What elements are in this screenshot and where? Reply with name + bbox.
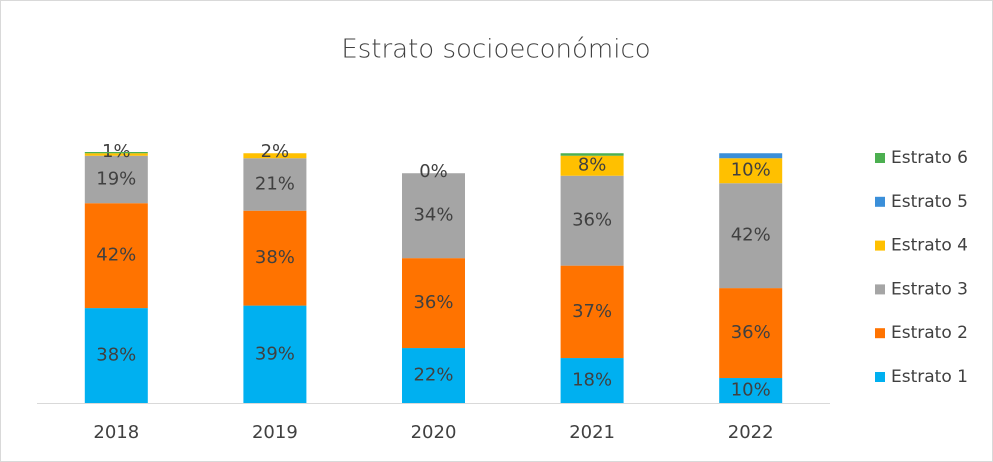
bar-segment xyxy=(243,305,307,403)
x-tick-label: 2018 xyxy=(93,422,139,443)
data-label: 8% xyxy=(578,155,607,176)
data-label: 18% xyxy=(572,370,612,391)
bar-segment xyxy=(719,288,783,379)
x-tick-label: 2020 xyxy=(411,422,457,443)
legend-swatch xyxy=(875,196,885,207)
legend-swatch xyxy=(875,328,885,339)
data-label: 42% xyxy=(731,225,771,246)
bar-segment xyxy=(719,153,783,159)
bar-segment xyxy=(560,175,624,266)
bar-segment xyxy=(402,173,465,259)
legend-swatch xyxy=(875,240,885,251)
bar-segment xyxy=(719,158,783,184)
data-label: 1% xyxy=(102,141,131,162)
bar-segment xyxy=(402,348,465,403)
legend-label: Estrato 4 xyxy=(891,236,968,256)
legend-label: Estrato 3 xyxy=(891,279,968,299)
bar-segment xyxy=(84,155,148,204)
legend-label: Estrato 6 xyxy=(891,148,968,168)
data-label: 36% xyxy=(731,322,771,343)
bar-segment xyxy=(560,358,624,403)
bar-segment xyxy=(560,153,624,156)
legend-label: Estrato 5 xyxy=(891,192,968,212)
bar-segment xyxy=(243,210,307,306)
data-label: 0% xyxy=(419,161,448,182)
data-label: 38% xyxy=(255,247,295,268)
data-label: 21% xyxy=(255,173,295,194)
chart-title: Estrato socioeconómico xyxy=(341,35,650,65)
data-label: 22% xyxy=(413,365,453,386)
data-label: 10% xyxy=(731,380,771,401)
data-label: 42% xyxy=(96,245,136,266)
data-label: 39% xyxy=(255,343,295,364)
bar-segment xyxy=(243,158,307,211)
data-label: 36% xyxy=(572,210,612,231)
data-label: 19% xyxy=(96,168,136,189)
bar-segment xyxy=(560,265,624,359)
bar-segment xyxy=(402,258,465,349)
bar-segment xyxy=(560,155,624,176)
legend-swatch xyxy=(875,372,885,382)
bar-segment xyxy=(243,153,307,159)
bar-segment xyxy=(84,153,148,156)
legend-swatch xyxy=(875,153,885,163)
data-label: 36% xyxy=(413,292,453,313)
legend-swatch xyxy=(875,284,885,295)
data-label: 38% xyxy=(96,345,136,366)
x-tick-label: 2019 xyxy=(252,422,298,443)
x-tick-label: 2021 xyxy=(569,422,615,443)
bar-segment xyxy=(719,183,783,289)
x-tick-label: 2022 xyxy=(728,422,774,443)
bar-segment xyxy=(84,308,148,403)
legend-label: Estrato 1 xyxy=(891,367,968,387)
data-label: 37% xyxy=(572,301,612,322)
bar-segment xyxy=(84,203,148,309)
data-label: 34% xyxy=(413,205,453,226)
legend-label: Estrato 2 xyxy=(891,323,968,343)
data-label: 2% xyxy=(261,141,290,162)
bar-segment xyxy=(719,378,783,403)
bar-segment xyxy=(84,152,148,154)
data-label: 10% xyxy=(731,160,771,181)
